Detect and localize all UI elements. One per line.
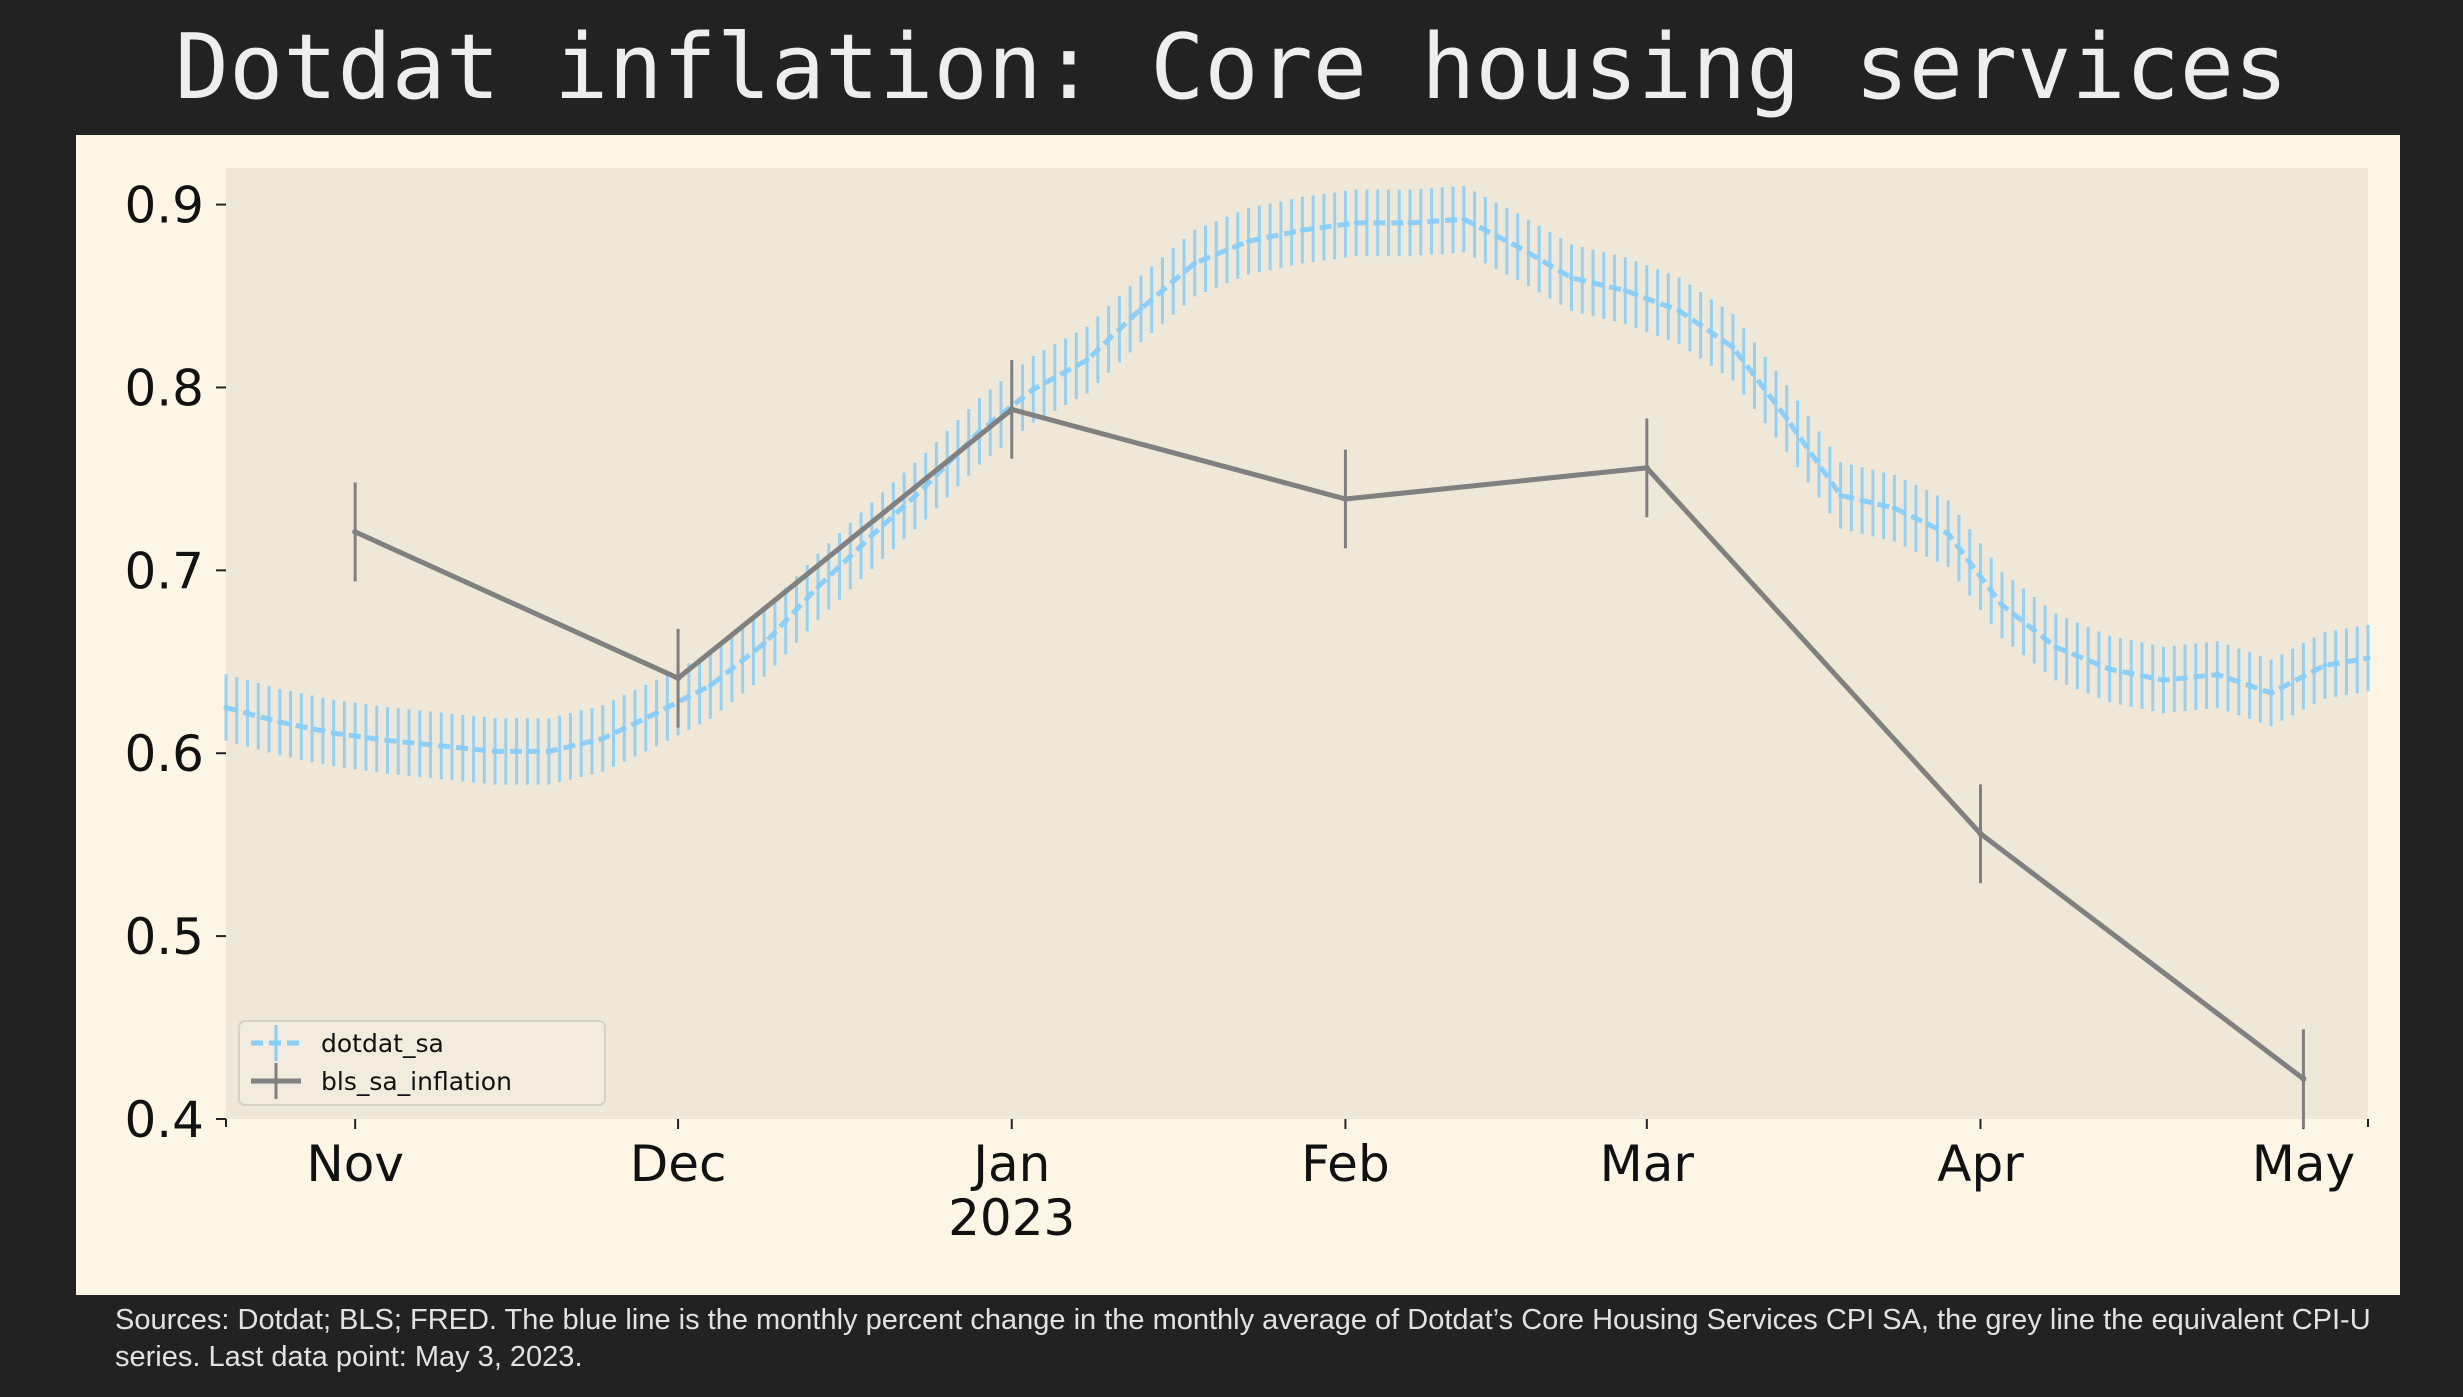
x-tick-label: Mar <box>1600 1135 1695 1193</box>
dotdat-line <box>225 216 2369 754</box>
dotdat-point <box>1084 357 1090 363</box>
dotdat-point <box>923 483 929 489</box>
y-axis: 0.4 0.5 0.6 0.7 0.8 0.9 <box>124 177 226 1149</box>
dotdat-point <box>600 736 606 742</box>
dotdat-point <box>1784 416 1790 422</box>
dotdat-point <box>1192 260 1198 266</box>
dotdat-point <box>1676 308 1682 314</box>
dotdat-point <box>1030 386 1036 392</box>
bls-point <box>675 675 682 682</box>
y-tick-label: 0.7 <box>124 542 204 600</box>
dotdat-point <box>2053 644 2059 650</box>
dotdat-point <box>277 719 283 725</box>
dotdat-point <box>1999 602 2005 608</box>
plot-area <box>226 168 2368 1119</box>
dotdat-point <box>384 737 390 743</box>
dotdat-point <box>1515 244 1521 250</box>
dotdat-point <box>2214 672 2220 678</box>
dotdat-point <box>1407 220 1413 226</box>
dotdat-point <box>492 748 498 754</box>
dotdat-point <box>546 748 552 754</box>
bls-point <box>1008 406 1015 413</box>
dotdat-point <box>1246 238 1252 244</box>
dotdat-point <box>2160 677 2166 683</box>
dotdat-point <box>2268 690 2274 696</box>
dotdat-point <box>1568 275 1574 281</box>
dotdat-point <box>1838 492 1844 498</box>
dotdat-point <box>1461 216 1467 222</box>
series-dotdat-sa <box>223 185 2371 785</box>
page-title: Dotdat inflation: Core housing services <box>174 15 2289 120</box>
y-tick-label: 0.9 <box>124 177 204 235</box>
dotdat-point <box>438 743 444 749</box>
x-tick-label: Dec <box>630 1135 727 1193</box>
legend-label: bls_sa_inflation <box>321 1067 512 1096</box>
bls-point <box>352 528 359 535</box>
x-tick-sublabel: 2023 <box>948 1189 1075 1247</box>
series-bls-sa-inflation <box>352 360 2307 1129</box>
chart-panel: 0.4 0.5 0.6 0.7 0.8 0.9 Nov Dec Jan 2023 Feb Mar Ap… <box>76 135 2400 1295</box>
dotdat-point <box>1138 306 1144 312</box>
dotdat-point <box>223 705 229 711</box>
y-tick-label: 0.5 <box>124 908 204 966</box>
dotdat-point <box>1622 288 1628 294</box>
dotdat-point <box>1891 505 1897 511</box>
y-tick-label: 0.4 <box>124 1091 204 1149</box>
series-layer <box>223 185 2371 1129</box>
legend-box <box>238 1020 606 1106</box>
x-tick-label: Feb <box>1301 1135 1390 1193</box>
dotdat-point <box>815 584 821 590</box>
bls-point <box>1977 830 1984 837</box>
legend-label: dotdat_sa <box>321 1029 444 1058</box>
source-note: Sources: Dotdat; BLS; FRED. The blue lin… <box>115 1304 2371 1373</box>
legend-swatch-dotdat <box>251 1025 301 1061</box>
y-tick-label: 0.6 <box>124 725 204 783</box>
dotdat-point <box>331 730 337 736</box>
y-tick-label: 0.8 <box>124 359 204 417</box>
dotdat-point <box>1730 344 1736 350</box>
dotdat-point <box>2322 662 2328 668</box>
dotdat-point <box>2365 655 2371 661</box>
dotdat-point <box>761 641 767 646</box>
dotdat-point <box>1299 227 1305 233</box>
bls-point <box>1643 464 1650 471</box>
x-tick-label: Apr <box>1937 1135 2024 1193</box>
x-tick-label: Jan <box>970 1135 1050 1193</box>
dotdat-point <box>869 533 875 539</box>
x-tick-label: Nov <box>306 1135 404 1193</box>
dotdat-point <box>654 710 660 716</box>
dotdat-point <box>1353 220 1359 226</box>
dotdat-point <box>2107 666 2113 672</box>
dotdat-point <box>707 683 713 689</box>
dotdat-point <box>1945 531 1951 537</box>
x-tick-label: May <box>2252 1135 2355 1193</box>
legend: dotdat_sa bls_sa_inflation <box>238 1020 606 1106</box>
bls-point <box>1342 496 1349 503</box>
bls-point <box>2300 1075 2307 1082</box>
legend-swatch-bls <box>251 1063 301 1099</box>
